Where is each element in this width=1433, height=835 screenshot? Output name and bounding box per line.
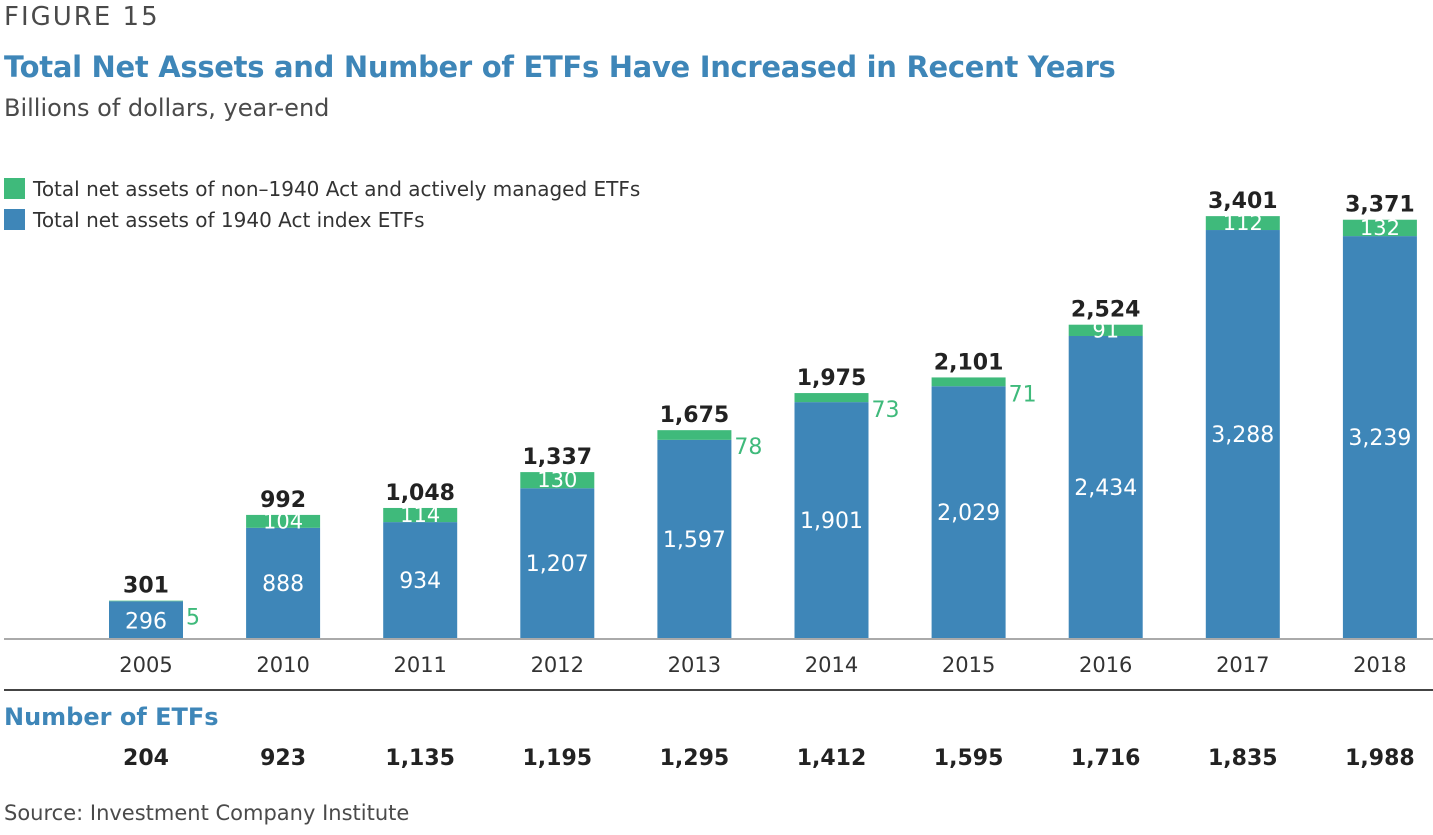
bar-total-2011: 1,048 bbox=[385, 481, 455, 506]
source-note: Source: Investment Company Institute bbox=[4, 801, 410, 825]
figure-label: FIGURE 15 bbox=[4, 2, 160, 32]
bar-total-2012: 1,337 bbox=[523, 445, 593, 470]
bar-index-2014 bbox=[794, 402, 869, 638]
x-tick-label-2016: 2016 bbox=[1079, 653, 1132, 677]
bar-label-active-2012: 130 bbox=[537, 468, 577, 492]
bar-total-2016: 2,524 bbox=[1071, 298, 1141, 323]
bar-total-2017: 3,401 bbox=[1208, 189, 1278, 214]
legend: Total net assets of non–1940 Act and act… bbox=[4, 173, 640, 235]
x-tick-label-2017: 2017 bbox=[1216, 653, 1269, 677]
bar-total-2015: 2,101 bbox=[934, 350, 1004, 375]
x-tick-label-2018: 2018 bbox=[1353, 653, 1406, 677]
bar-active-2017 bbox=[1205, 216, 1280, 231]
bar-index-2017 bbox=[1205, 230, 1280, 638]
etf-count-2012: 1,195 bbox=[523, 746, 593, 771]
bar-active-2012 bbox=[520, 472, 595, 489]
bar-active-2016 bbox=[1068, 324, 1143, 336]
bar-label-index-2010: 888 bbox=[262, 572, 304, 597]
legend-item-active: Total net assets of non–1940 Act and act… bbox=[4, 173, 640, 204]
etf-count-2005: 204 bbox=[123, 746, 169, 771]
bar-index-2018 bbox=[1342, 236, 1417, 639]
bar-label-active-2005: 5 bbox=[186, 606, 200, 631]
etf-count-2017: 1,835 bbox=[1208, 746, 1278, 771]
legend-item-index: Total net assets of 1940 Act index ETFs bbox=[4, 204, 640, 235]
x-tick-label-2015: 2015 bbox=[942, 653, 995, 677]
bar-active-2010 bbox=[246, 514, 321, 528]
bar-active-2013 bbox=[657, 430, 732, 440]
bar-label-index-2014: 1,901 bbox=[800, 509, 863, 534]
bar-active-2015 bbox=[931, 377, 1006, 387]
bar-label-active-2017: 112 bbox=[1223, 211, 1263, 235]
bar-index-2011 bbox=[383, 522, 458, 638]
bar-index-2012 bbox=[520, 488, 595, 638]
etf-count-2016: 1,716 bbox=[1071, 746, 1141, 771]
x-tick-label-2012: 2012 bbox=[531, 653, 584, 677]
etf-count-2013: 1,295 bbox=[660, 746, 730, 771]
bar-index-2005 bbox=[109, 601, 183, 638]
chart-subtitle: Billions of dollars, year-end bbox=[4, 94, 330, 122]
bar-active-2005 bbox=[109, 600, 183, 602]
bar-label-index-2018: 3,239 bbox=[1348, 426, 1411, 451]
bar-label-active-2014: 73 bbox=[872, 398, 900, 423]
legend-label-active: Total net assets of non–1940 Act and act… bbox=[33, 176, 641, 201]
bar-label-active-2011: 114 bbox=[400, 503, 440, 527]
etf-count-2015: 1,595 bbox=[934, 746, 1004, 771]
x-tick-label-2005: 2005 bbox=[119, 653, 172, 677]
x-tick-label-2014: 2014 bbox=[805, 653, 858, 677]
bar-index-2010 bbox=[246, 527, 321, 638]
bar-label-active-2013: 78 bbox=[734, 435, 762, 460]
bar-active-2014 bbox=[794, 393, 869, 403]
etf-count-2018: 1,988 bbox=[1345, 746, 1415, 771]
legend-swatch-index bbox=[4, 209, 25, 230]
bar-label-index-2015: 2,029 bbox=[937, 501, 1000, 526]
bar-total-2014: 1,975 bbox=[797, 366, 867, 391]
bar-total-2010: 992 bbox=[260, 488, 306, 513]
bar-label-active-2018: 132 bbox=[1360, 216, 1400, 240]
bar-index-2015 bbox=[931, 386, 1006, 638]
bar-label-index-2005: 296 bbox=[125, 610, 167, 635]
bar-active-2011 bbox=[383, 507, 458, 523]
legend-swatch-active bbox=[4, 178, 25, 199]
etf-count-2011: 1,135 bbox=[385, 746, 455, 771]
etf-count-2014: 1,412 bbox=[797, 746, 867, 771]
bar-index-2016 bbox=[1068, 335, 1143, 638]
number-of-etfs-label: Number of ETFs bbox=[4, 703, 219, 731]
bar-label-index-2016: 2,434 bbox=[1074, 476, 1137, 501]
bar-index-2013 bbox=[657, 439, 732, 638]
bar-label-index-2017: 3,288 bbox=[1211, 423, 1274, 448]
x-tick-label-2010: 2010 bbox=[256, 653, 309, 677]
bar-total-2018: 3,371 bbox=[1345, 193, 1415, 218]
bar-active-2018 bbox=[1342, 219, 1417, 237]
bar-label-active-2010: 104 bbox=[263, 509, 303, 533]
bar-label-index-2011: 934 bbox=[399, 569, 441, 594]
chart-title: Total Net Assets and Number of ETFs Have… bbox=[4, 50, 1116, 84]
legend-label-index: Total net assets of 1940 Act index ETFs bbox=[33, 207, 425, 232]
bar-total-2013: 1,675 bbox=[660, 403, 730, 428]
etf-count-2010: 923 bbox=[260, 746, 306, 771]
bar-label-active-2015: 71 bbox=[1009, 382, 1037, 407]
x-tick-label-2013: 2013 bbox=[668, 653, 721, 677]
bar-label-index-2012: 1,207 bbox=[526, 552, 589, 577]
x-tick-label-2011: 2011 bbox=[393, 653, 446, 677]
bar-label-index-2013: 1,597 bbox=[663, 528, 726, 553]
bar-label-active-2016: 91 bbox=[1092, 318, 1119, 342]
bar-total-2005: 301 bbox=[123, 574, 169, 599]
